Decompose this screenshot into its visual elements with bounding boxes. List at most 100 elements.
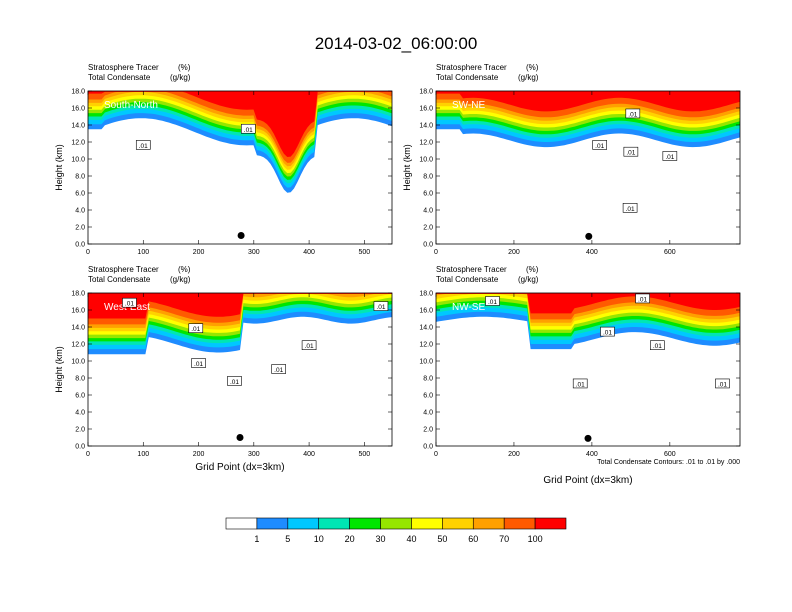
- y-axis-label: Height (km): [54, 144, 64, 191]
- x-tick-label: 0: [434, 451, 438, 458]
- colorbar-label: 20: [345, 534, 355, 544]
- panel-label: South-North: [104, 100, 158, 111]
- y-tick-label: 12.0: [419, 342, 433, 349]
- y-tick-label: 12.0: [71, 140, 85, 147]
- y-tick-label: 12.0: [419, 140, 433, 147]
- contour-label-box: [625, 108, 641, 119]
- contour-label-box: [122, 297, 137, 308]
- y-tick-label: 6.0: [75, 393, 85, 400]
- subtitle-condensate-unit: (g/kg): [518, 73, 539, 82]
- contour-label-box: [650, 340, 665, 351]
- x-tick-label: 200: [193, 249, 205, 256]
- x-tick-label: 300: [248, 249, 260, 256]
- contour-label: .01: [194, 361, 203, 368]
- colorbar-box: [318, 517, 350, 530]
- subtitle-condensate: Total Condensate: [436, 275, 499, 284]
- contour-label: .01: [665, 154, 674, 161]
- subtitle-tracer-unit: (%): [526, 265, 539, 274]
- colorbar-box: [380, 517, 412, 530]
- y-tick-label: 6.0: [423, 393, 433, 400]
- contour-label: .01: [488, 299, 497, 306]
- x-tick-label: 400: [303, 451, 315, 458]
- x-tick-label: 200: [508, 249, 520, 256]
- plot-frame: [87, 292, 393, 447]
- y-tick-label: 6.0: [423, 191, 433, 198]
- x-tick-label: 200: [508, 451, 520, 458]
- contour-label: .01: [603, 330, 612, 337]
- location-marker: [584, 434, 592, 442]
- contour-label-box: [373, 301, 389, 311]
- contour-label-box: [622, 203, 638, 213]
- colorbar: 1 5 10 20 30 40 50 60 70 100: [225, 517, 567, 544]
- contour-label: .01: [718, 381, 727, 388]
- colorbar-box: [225, 517, 258, 530]
- y-tick-label: 18.0: [71, 89, 85, 96]
- y-tick-label: 0.0: [423, 242, 433, 249]
- colorbar-label: 70: [499, 534, 509, 544]
- y-tick-label: 2.0: [75, 225, 85, 232]
- y-tick-label: 16.0: [419, 106, 433, 113]
- y-tick-label: 14.0: [419, 325, 433, 332]
- tracer-layer-9: [88, 91, 392, 157]
- contour-label: .01: [139, 143, 148, 150]
- subtitle-tracer-unit: (%): [526, 63, 539, 72]
- panel-label: NW-SE: [452, 302, 485, 313]
- x-tick-label: 0: [86, 249, 90, 256]
- panel-south-north: Stratosphere Tracer (%) Total Condensate (g…: [54, 63, 393, 256]
- location-marker: [585, 232, 593, 240]
- contour-label-box: [227, 376, 242, 386]
- x-axis-label: Grid Point (dx=3km): [543, 475, 632, 486]
- contour-label: .01: [191, 326, 200, 333]
- contour-label: .01: [653, 343, 662, 350]
- colorbar-label: 1: [254, 534, 259, 544]
- y-tick-label: 8.0: [75, 174, 85, 181]
- y-tick-label: 16.0: [71, 106, 85, 113]
- panels: Stratosphere Tracer (%) Total Condensate (g…: [54, 63, 741, 486]
- subtitle-tracer: Stratosphere Tracer: [436, 63, 507, 72]
- tracer-layer-9: [436, 91, 740, 112]
- y-tick-label: 10.0: [71, 359, 85, 366]
- contour-label: .01: [626, 150, 635, 157]
- colorbar-label: 10: [314, 534, 324, 544]
- y-tick-label: 10.0: [71, 157, 85, 164]
- colorbar-box: [287, 517, 320, 530]
- contour-label-box: [240, 123, 256, 134]
- y-tick-label: 4.0: [75, 410, 85, 417]
- x-tick-label: 100: [137, 249, 149, 256]
- x-tick-label: 600: [664, 451, 676, 458]
- contour-label-box: [301, 340, 317, 351]
- x-axis-label: Grid Point (dx=3km): [195, 462, 284, 473]
- subtitle-tracer-unit: (%): [178, 63, 191, 72]
- y-tick-label: 2.0: [423, 427, 433, 434]
- contour-label: .01: [595, 143, 604, 150]
- y-tick-label: 0.0: [75, 242, 85, 249]
- contour-label-box: [635, 293, 650, 304]
- y-tick-label: 10.0: [419, 359, 433, 366]
- subtitle-condensate-unit: (g/kg): [518, 275, 539, 284]
- x-tick-label: 0: [434, 249, 438, 256]
- contour-label: .01: [626, 206, 635, 213]
- x-tick-label: 300: [248, 451, 260, 458]
- y-tick-label: 14.0: [71, 123, 85, 130]
- y-tick-label: 8.0: [423, 376, 433, 383]
- y-tick-label: 16.0: [419, 308, 433, 315]
- y-tick-label: 8.0: [75, 376, 85, 383]
- colorbar-label: 30: [376, 534, 386, 544]
- contour-label-box: [592, 140, 607, 150]
- plot-frame: [435, 90, 741, 245]
- contour-label-box: [715, 378, 730, 389]
- contour-note: Total Condensate Contours: .01 to .01 by…: [597, 459, 740, 466]
- colorbar-box: [472, 517, 505, 530]
- subtitle-tracer: Stratosphere Tracer: [88, 265, 159, 274]
- tracer-layer-9: [88, 293, 392, 319]
- x-tick-label: 500: [359, 249, 371, 256]
- contour-label-box: [191, 358, 206, 368]
- contour-label: .01: [244, 127, 253, 134]
- colorbar-label: 40: [406, 534, 416, 544]
- colorbar-box: [503, 517, 536, 530]
- tracer-layer-9: [436, 293, 740, 314]
- subtitle-tracer-unit: (%): [178, 265, 191, 274]
- x-tick-label: 400: [586, 249, 598, 256]
- y-tick-label: 14.0: [419, 123, 433, 130]
